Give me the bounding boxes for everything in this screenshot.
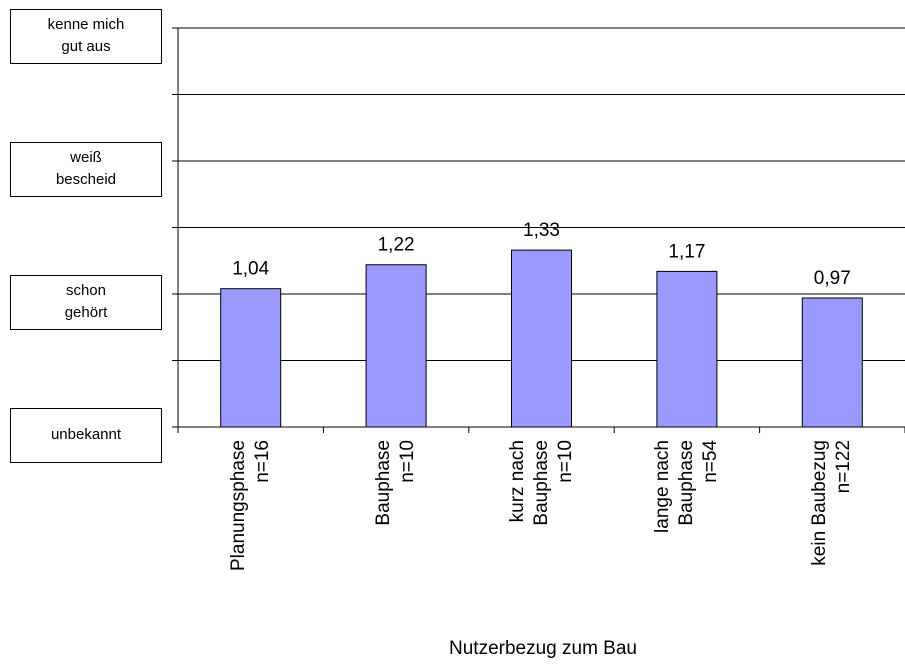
bar: [220, 288, 282, 428]
x-tick-label: kein Baubezug n=122: [809, 440, 855, 566]
bar: [511, 249, 572, 428]
y-tick-label: schon gehört: [10, 274, 162, 330]
x-axis-title: Nutzerbezug zum Bau: [449, 638, 637, 659]
bar: [656, 270, 718, 428]
x-tick-label: Bauphase n=10: [373, 440, 419, 526]
x-tick-label: kurz nach Bauphase n=10: [506, 440, 576, 526]
bar: [365, 264, 427, 428]
y-tick-label: weiß bescheid: [10, 141, 162, 197]
x-tick-label: lange nach Bauphase n=54: [651, 440, 721, 533]
y-tick-label: unbekannt: [10, 407, 162, 463]
data-label: 1,22: [378, 235, 415, 256]
data-label: 1,33: [523, 220, 560, 241]
data-label: 1,17: [668, 241, 705, 262]
y-tick-label: kenne mich gut aus: [10, 8, 162, 64]
bar: [801, 297, 863, 428]
data-label: 1,04: [232, 259, 269, 280]
data-label: 0,97: [814, 268, 851, 289]
x-tick-label: Planungsphase n=16: [227, 440, 273, 571]
